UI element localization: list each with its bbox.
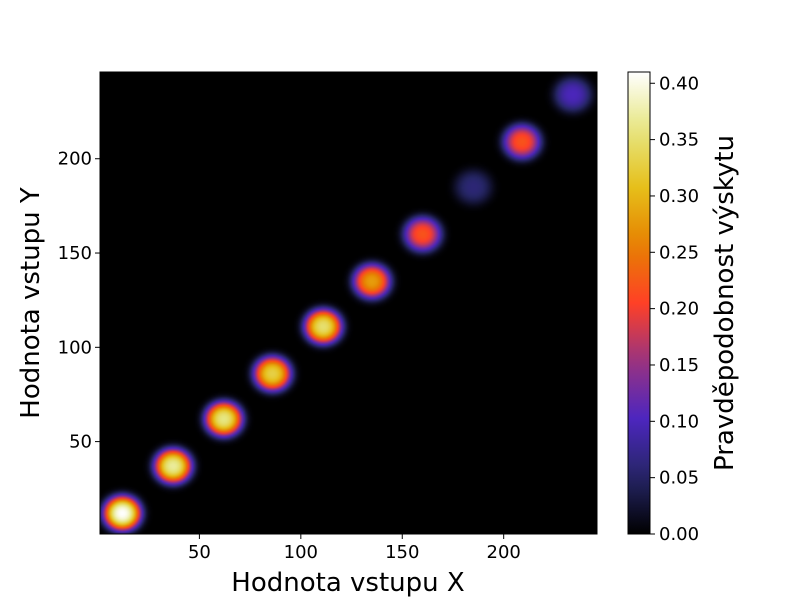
- heatmap-image: [100, 72, 597, 534]
- colorbar-gradient: [627, 71, 651, 535]
- plot-frame: [99, 71, 598, 535]
- y-tick-label: 200: [58, 149, 92, 170]
- colorbar-tick-label: 0.05: [659, 468, 699, 489]
- y-tick-label: 150: [58, 243, 92, 264]
- y-axis: 50 100 150 200: [58, 149, 100, 453]
- y-axis-title: Hodnota vstupu Y: [16, 187, 46, 419]
- y-tick-label: 100: [58, 337, 92, 358]
- colorbar: 0.00 0.05 0.10 0.15 0.20 0.25 0.30 0.35 0.40: [627, 71, 699, 545]
- y-tick-label: 50: [69, 432, 92, 453]
- heatmap-plot-area: [99, 71, 598, 535]
- x-axis: 50 100 150 200: [188, 534, 521, 563]
- colorbar-tick-label: 0.35: [659, 130, 699, 151]
- colorbar-tick-label: 0.25: [659, 242, 699, 263]
- x-axis-title: Hodnota vstupu X: [231, 568, 464, 598]
- colorbar-tick-label: 0.20: [659, 299, 699, 320]
- x-tick-label: 50: [188, 542, 211, 563]
- colorbar-tick-label: 0.30: [659, 186, 699, 207]
- x-tick-label: 200: [487, 542, 521, 563]
- colorbar-tick-label: 0.10: [659, 411, 699, 432]
- colorbar-title: Pravděpodobnost výskytu: [710, 135, 740, 471]
- colorbar-tick-label: 0.00: [659, 524, 699, 545]
- colorbar-tick-label: 0.40: [659, 73, 699, 94]
- x-tick-label: 150: [385, 542, 419, 563]
- colorbar-ticks: 0.00 0.05 0.10 0.15 0.20 0.25 0.30 0.35 0.40: [650, 73, 699, 545]
- colorbar-tick-label: 0.15: [659, 355, 699, 376]
- x-tick-label: 100: [284, 542, 318, 563]
